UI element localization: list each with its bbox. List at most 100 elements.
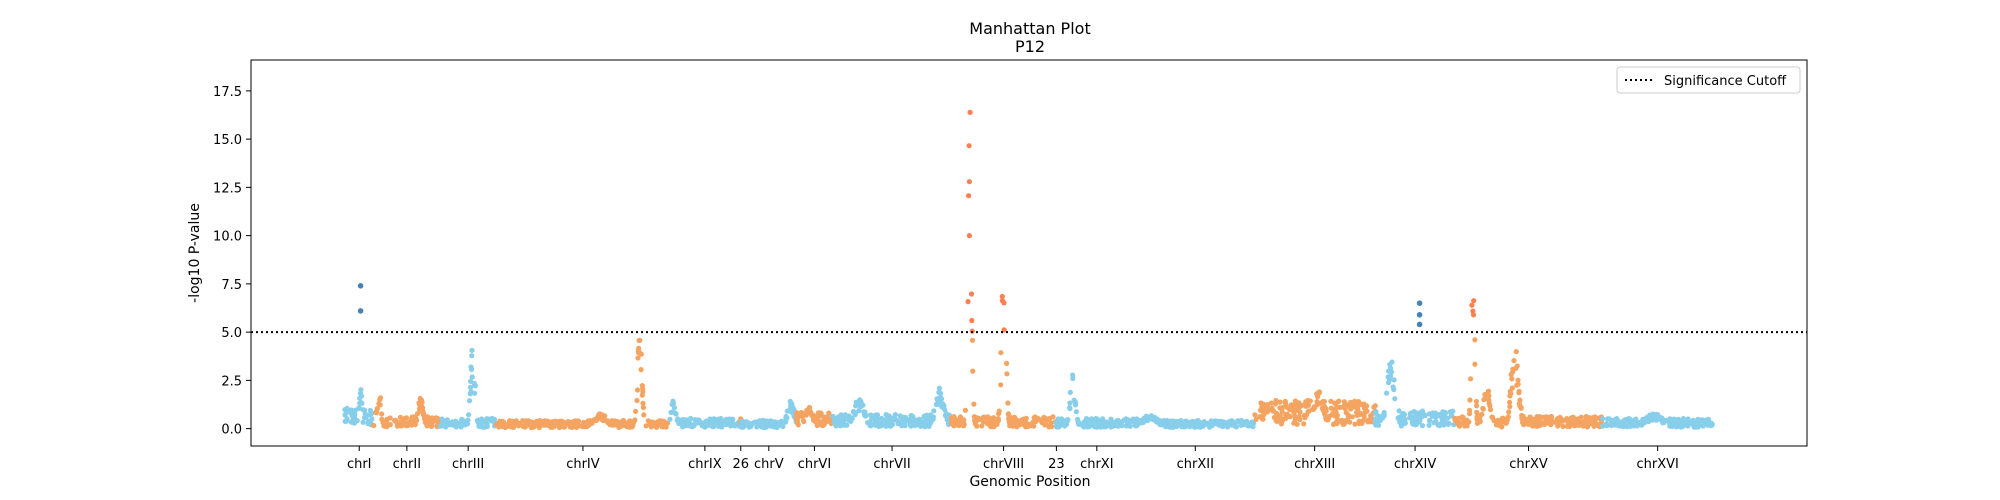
data-point [1178, 418, 1184, 424]
data-point [838, 413, 844, 419]
data-point [1506, 409, 1512, 415]
data-point [565, 419, 571, 425]
data-point [856, 408, 862, 414]
data-point [1471, 298, 1477, 304]
data-point [1357, 412, 1363, 418]
data-point [469, 347, 475, 353]
data-point [396, 420, 403, 426]
data-point [480, 419, 486, 425]
data-point [992, 421, 999, 427]
data-point [1467, 397, 1473, 403]
data-point [1412, 409, 1418, 415]
data-point [998, 350, 1004, 356]
data-point [1426, 422, 1432, 428]
data-point [965, 299, 971, 305]
x-tick-label: chrVII [873, 457, 910, 472]
data-point [476, 423, 482, 429]
x-tick-label: 26 [732, 457, 749, 472]
data-point [1614, 416, 1620, 422]
data-point [1253, 416, 1259, 422]
data-point [362, 407, 368, 413]
data-point [1466, 419, 1472, 425]
data-point [788, 401, 794, 407]
data-point [705, 422, 711, 428]
data-point [1514, 382, 1520, 388]
data-point [1142, 415, 1148, 421]
data-point [360, 419, 366, 425]
data-point [871, 421, 877, 427]
data-point [576, 423, 583, 429]
data-point [1259, 416, 1265, 422]
data-point [1182, 424, 1188, 430]
data-point [699, 421, 705, 428]
data-point [1474, 409, 1480, 415]
data-point [1709, 421, 1715, 427]
x-tick-label: chrVI [798, 457, 831, 472]
legend-label: Significance Cutoff [1664, 74, 1787, 89]
data-point [1007, 423, 1013, 429]
data-point [840, 419, 847, 425]
x-axis: chrI chrII chrIII chrIV chrIX 26 chrV chrVI chrV… [347, 446, 1679, 472]
data-point [1618, 420, 1625, 426]
data-point [368, 409, 374, 416]
x-tick-label: chrXIII [1294, 457, 1335, 472]
data-point [1513, 349, 1519, 355]
data-point [890, 421, 896, 427]
data-point [954, 420, 961, 426]
data-point [675, 416, 681, 422]
data-point [1248, 421, 1254, 427]
significant-point [357, 283, 364, 289]
data-point [1529, 418, 1535, 424]
data-point [1024, 421, 1030, 427]
data-point [1305, 402, 1312, 408]
data-point [940, 401, 946, 407]
data-point [608, 420, 615, 426]
data-point [639, 383, 645, 389]
data-point [1703, 421, 1709, 427]
data-point [711, 416, 717, 422]
data-point [1646, 418, 1652, 424]
data-point [1330, 410, 1336, 417]
y-tick-label: 12.5 [213, 181, 242, 196]
data-point [1518, 405, 1524, 411]
data-point [1437, 423, 1443, 429]
x-tick-label: chrIX [688, 457, 722, 472]
data-point [1697, 417, 1703, 423]
data-point [1591, 423, 1597, 429]
data-point [351, 416, 357, 422]
data-point [468, 366, 475, 372]
data-point [1387, 373, 1394, 379]
data-point [469, 374, 475, 380]
data-point [1361, 401, 1367, 407]
y-tick-label: 10.0 [213, 230, 242, 245]
data-point [763, 424, 769, 430]
data-point [643, 423, 649, 429]
data-point [581, 423, 587, 430]
data-point [348, 419, 354, 425]
data-point [1332, 400, 1338, 406]
data-point [1661, 420, 1667, 426]
data-point [1067, 389, 1073, 395]
data-point [720, 419, 727, 425]
data-point [1493, 419, 1499, 425]
data-point [1278, 421, 1284, 427]
data-point [1150, 414, 1156, 420]
data-point [922, 421, 928, 427]
data-point [1127, 423, 1133, 429]
data-point [1671, 416, 1677, 422]
data-point [1459, 414, 1465, 420]
data-point [585, 418, 591, 424]
data-point [420, 409, 426, 415]
data-point [377, 395, 384, 401]
data-point [667, 416, 673, 422]
data-point [1426, 417, 1433, 424]
chart-subtitle: P12 [1015, 37, 1045, 56]
data-point [1279, 408, 1285, 414]
data-point [417, 395, 423, 402]
data-point [1636, 420, 1642, 426]
legend-box [1616, 66, 1801, 94]
data-point [1352, 421, 1358, 427]
data-point [384, 421, 390, 427]
data-point [688, 415, 694, 422]
data-point [745, 420, 752, 426]
